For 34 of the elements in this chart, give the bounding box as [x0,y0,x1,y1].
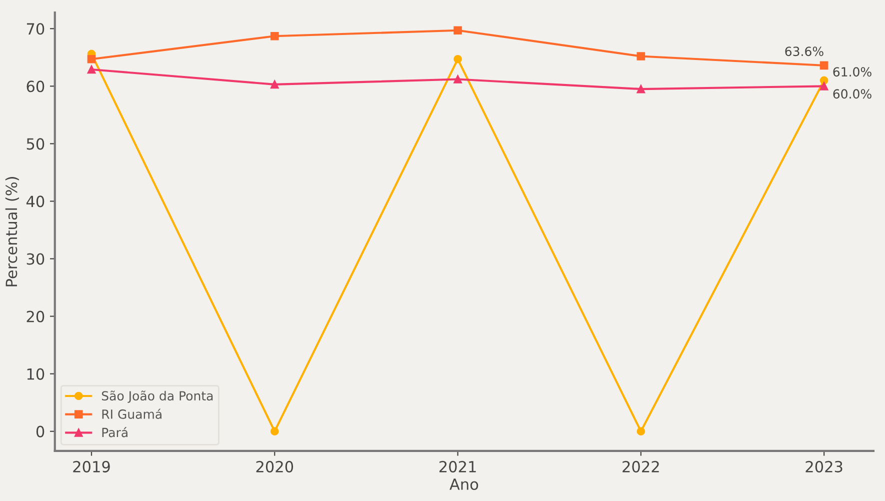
point [820,61,828,70]
y-tick-label: 10 [27,368,44,380]
y-axis-title: Percentual (%) [5,177,19,286]
y-tick-label: 20 [26,310,44,322]
x-tick-label: 2023 [806,460,842,472]
legend-label: São João da Ponta [102,390,213,403]
x-tick-label: 2020 [256,460,294,472]
legend-label: RI Guamá [102,408,162,419]
x-tick-label: 2022 [622,460,659,472]
y-tick-label: 60 [26,80,44,92]
point [820,82,828,90]
point [87,65,96,74]
point [454,26,462,35]
data-label: 61.0% [833,67,872,77]
y-tick-label: 0 [36,426,44,438]
y-tick-label: 40 [26,196,44,208]
x-tick-label: 2019 [73,460,110,472]
y-tick-label: 30 [26,253,44,265]
y-tick-label: 70 [26,23,44,35]
point [454,54,462,64]
point [270,80,279,89]
x-tick-label: 2021 [439,460,476,472]
data-label: 63.6% [785,46,824,56]
point [636,52,646,60]
point [270,427,279,436]
point [87,54,96,64]
point [454,75,462,84]
point [270,32,279,40]
data-label: 60.0% [833,89,872,99]
point [636,84,646,94]
point [636,427,646,436]
legend-label: Pará [102,427,128,438]
y-tick-label: 50 [26,138,44,150]
x-axis-title: Ano [450,478,478,490]
